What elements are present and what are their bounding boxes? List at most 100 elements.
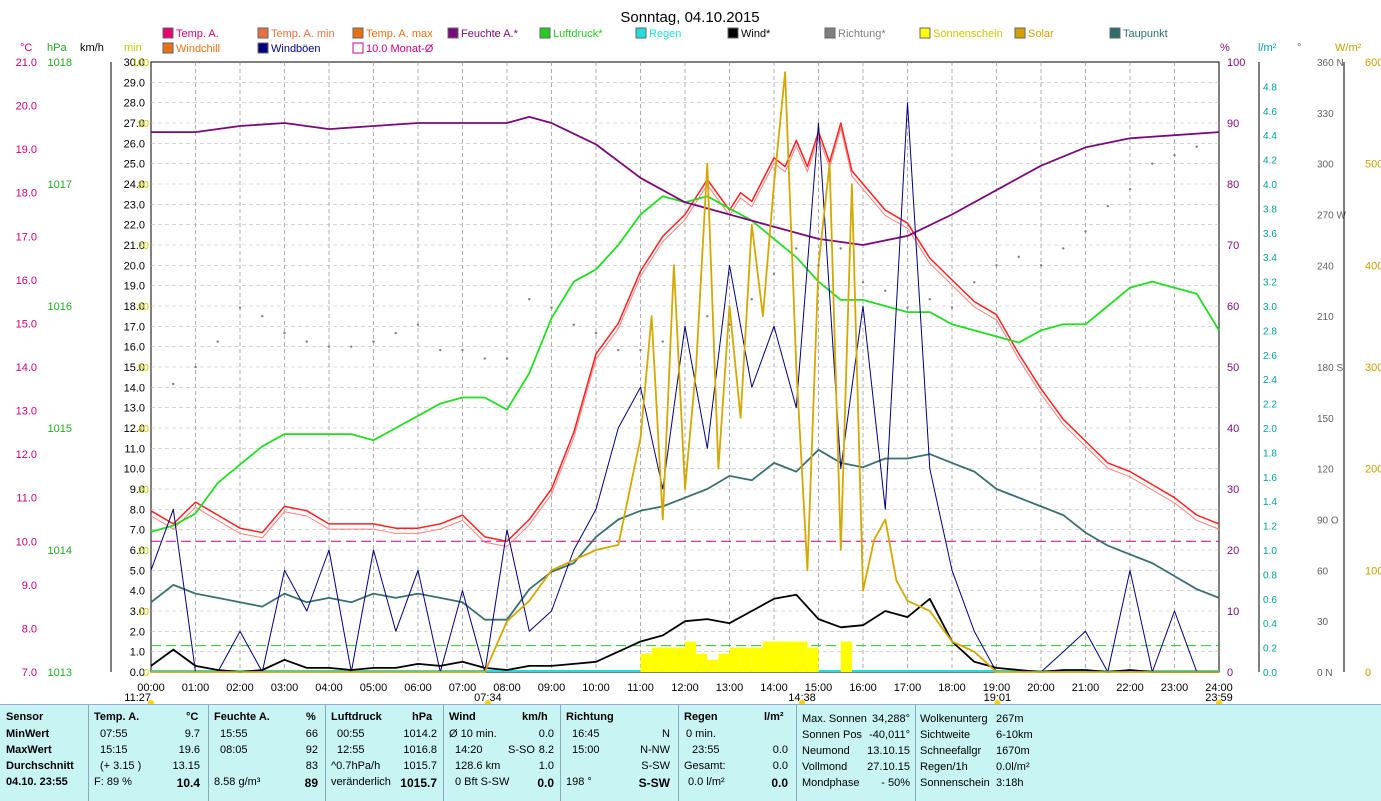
row-label-now: 04.10. 23:55 bbox=[6, 776, 68, 788]
direction-point bbox=[261, 314, 264, 318]
direction-point bbox=[305, 340, 308, 343]
direction-point bbox=[283, 331, 286, 335]
legend-label: Luftdruck* bbox=[553, 28, 603, 40]
direction-tick-label: 180 S bbox=[1317, 363, 1343, 374]
hum-avg-value: 83 bbox=[305, 760, 318, 772]
humidity-tick-label: 50 bbox=[1227, 362, 1239, 374]
minutes-tick-label: 60 bbox=[138, 302, 150, 313]
sunshine-bar bbox=[696, 653, 708, 672]
sunshine-bar bbox=[651, 647, 663, 672]
wind-avg10-value: 0.0 bbox=[538, 728, 554, 740]
legend-label: Windchill bbox=[176, 43, 220, 55]
legend-swatch bbox=[824, 27, 836, 39]
sun-marker-icon bbox=[148, 700, 154, 704]
rain-tick-label: 4.6 bbox=[1263, 107, 1277, 118]
x-tick-label: 16:00 bbox=[849, 682, 877, 694]
rain-tick-label: 3.2 bbox=[1263, 278, 1277, 289]
pressure-tick-label: 1015 bbox=[48, 423, 72, 435]
wind-tick-label: 10.0 bbox=[124, 464, 145, 476]
direction-point bbox=[550, 306, 553, 309]
x-tick-label: 08:00 bbox=[493, 682, 521, 694]
solar-tick-label: 300 bbox=[1365, 362, 1381, 374]
direction-point bbox=[483, 357, 486, 360]
hum-max-time: 08:05 bbox=[220, 744, 248, 756]
wind-tick-label: 27.0 bbox=[124, 118, 145, 130]
temp-tick-label: 18.0 bbox=[16, 188, 37, 200]
x-tick-label: 19:00 bbox=[983, 682, 1011, 694]
rain-tick-label: 1.6 bbox=[1263, 473, 1277, 484]
info2-val-0: 267m bbox=[996, 713, 1024, 725]
wind-tick-label: 29.0 bbox=[124, 77, 145, 89]
sunshine-bar bbox=[718, 653, 730, 672]
x-tick-label: 24:00 bbox=[1205, 682, 1233, 694]
direction-point bbox=[728, 323, 731, 326]
wind-tick-label: 16.0 bbox=[124, 342, 145, 354]
temp-tick-label: 12.0 bbox=[16, 449, 37, 461]
legend-label: Temp. A. bbox=[176, 28, 219, 40]
header-direction: Richtung bbox=[566, 711, 614, 723]
wind-tick-label: 0.0 bbox=[130, 667, 145, 679]
press-avg-value: 1015.7 bbox=[403, 760, 437, 772]
temp-tick-label: 9.0 bbox=[22, 580, 37, 592]
sunshine-bar bbox=[840, 641, 852, 672]
info2-key-3: Regen/1h bbox=[920, 761, 968, 773]
direction-point bbox=[683, 331, 687, 335]
direction-point bbox=[350, 345, 353, 348]
legend-label: Wind* bbox=[741, 28, 771, 40]
sunshine-bar bbox=[662, 647, 674, 672]
x-tick-label: 18:00 bbox=[938, 682, 966, 694]
time-marker-label: 11:27 bbox=[124, 692, 151, 704]
x-tick-label: 13:00 bbox=[716, 682, 744, 694]
x-tick-label: 12:00 bbox=[671, 682, 699, 694]
rain-tick-label: 3.6 bbox=[1263, 229, 1277, 240]
wind-max-dir: S-SO bbox=[508, 744, 535, 756]
temp-tick-label: 11.0 bbox=[16, 493, 37, 505]
weather-chart: 00:00 01:00 02:00 03:00 04:00 05:00 06:00 07:00… bbox=[16, 9, 1381, 704]
temp-tick-label: 17.0 bbox=[16, 231, 37, 243]
rain-tick-label: 4.4 bbox=[1263, 131, 1277, 142]
temp-now-value: 10.4 bbox=[176, 776, 200, 790]
rain-tick-label: 4.2 bbox=[1263, 156, 1277, 167]
direction-point bbox=[906, 306, 909, 309]
header-rain-unit: l/m² bbox=[764, 711, 784, 723]
info1-key-1: Sonnen Pos bbox=[802, 729, 862, 741]
info1-key-3: Vollmond bbox=[802, 761, 848, 773]
sunshine-bar bbox=[785, 641, 797, 672]
temp-tick-label: 20.0 bbox=[16, 101, 37, 113]
legend-label: Sonnenschein bbox=[933, 28, 1003, 40]
direction-point bbox=[1128, 187, 1132, 191]
rain-tick-label: 0.6 bbox=[1263, 595, 1277, 606]
wind-tick-label: 15.0 bbox=[124, 362, 145, 374]
minutes-unit-label: min bbox=[124, 42, 142, 54]
wind-tick-label: 17.0 bbox=[124, 321, 145, 333]
info2-key-4: Sonnenschein bbox=[920, 777, 990, 789]
temp-tick-label: 15.0 bbox=[16, 318, 37, 330]
direction-point bbox=[1195, 145, 1198, 148]
direction-point bbox=[372, 340, 375, 343]
legend-label: Richtung* bbox=[838, 28, 886, 40]
pressure-unit-label: hPa bbox=[47, 42, 67, 54]
wind-beaufort: 0 Bft S-SW bbox=[455, 776, 510, 788]
dir-now-value: S-SW bbox=[638, 776, 670, 790]
solar-tick-label: 0 bbox=[1365, 667, 1371, 679]
direction-point bbox=[861, 281, 865, 284]
solar-tick-label: 600 bbox=[1365, 57, 1381, 69]
wind-tick-label: 23.0 bbox=[124, 199, 145, 211]
info1-val-2: 13.10.15 bbox=[867, 745, 910, 757]
temp-tick-label: 13.0 bbox=[16, 406, 37, 418]
series-temp-line bbox=[150, 122, 1220, 543]
direction-tick-label: 360 N bbox=[1317, 58, 1344, 69]
sunshine-bar bbox=[707, 659, 719, 672]
temp-tick-label: 16.0 bbox=[16, 275, 37, 287]
humidity-tick-label: 30 bbox=[1227, 484, 1239, 496]
wind-tick-label: 2.0 bbox=[130, 626, 145, 638]
solar-tick-label: 100 bbox=[1365, 565, 1381, 577]
direction-point bbox=[1173, 153, 1176, 157]
sunshine-bar bbox=[774, 641, 786, 672]
x-tick-label: 10:00 bbox=[582, 682, 610, 694]
direction-point bbox=[661, 340, 664, 343]
direction-point bbox=[706, 314, 709, 318]
direction-tick-label: 30 bbox=[1317, 617, 1329, 628]
direction-point bbox=[238, 306, 242, 309]
x-tick-label: 17:00 bbox=[894, 682, 922, 694]
